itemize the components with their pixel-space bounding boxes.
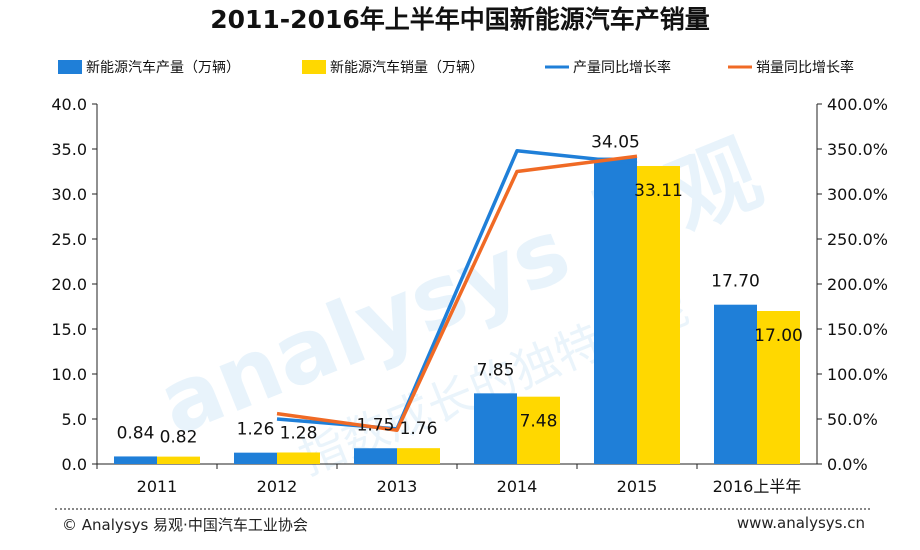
footer-divider: [55, 508, 870, 510]
footer: © Analysys 易观·中国汽车工业协会 www.analysys.cn: [0, 508, 920, 550]
bars: [114, 157, 800, 465]
bar: [234, 452, 277, 464]
bar: [157, 456, 200, 464]
legend: 新能源汽车产量（万辆） 新能源汽车销量（万辆） 产量同比增长率 销量同比增长率: [58, 59, 854, 76]
bar: [714, 304, 757, 464]
y-tick-label-left: 5.0: [62, 410, 87, 429]
legend-label: 新能源汽车产量（万辆）: [86, 59, 240, 76]
bar: [474, 393, 517, 464]
y-tick-label-left: 20.0: [51, 275, 87, 294]
y-tick-label-right: 50.0%: [827, 410, 878, 429]
data-label: 34.05: [591, 133, 640, 153]
y-tick-label-right: 300.0%: [827, 185, 888, 204]
y-tick-label-right: 400.0%: [827, 95, 888, 114]
data-label: 1.26: [237, 420, 275, 440]
bar: [594, 157, 637, 465]
y-tick-label-right: 150.0%: [827, 320, 888, 339]
x-tick-label: 2013: [377, 477, 418, 496]
y-tick-label-right: 250.0%: [827, 230, 888, 249]
data-label: 7.85: [477, 360, 515, 380]
bar: [354, 448, 397, 464]
y-tick-label-left: 0.0: [62, 455, 87, 474]
source-note: © Analysys 易观·中国汽车工业协会: [62, 516, 308, 534]
axes: 0.0 5.0 10.0 15.0 20.0 25.0 30.0 35.0 40.0 0.0% 50…: [51, 95, 888, 496]
bar: [757, 311, 800, 464]
y-tick-label-right: 100.0%: [827, 365, 888, 384]
data-labels: 0.84 1.26 1.75 7.85 34.05 17.70 0.82 1.28 1.76 7.…: [117, 133, 803, 448]
bar: [517, 396, 560, 464]
x-tick-label: 2015: [617, 477, 658, 496]
chart-title: 2011-2016年上半年中国新能源汽车产销量: [210, 5, 710, 34]
y-tick-label-left: 40.0: [51, 95, 87, 114]
y-tick-label-left: 35.0: [51, 140, 87, 159]
bar: [637, 166, 680, 464]
x-tick-label: 2012: [257, 477, 298, 496]
y-tick-label-left: 25.0: [51, 230, 87, 249]
x-tick-label: 2011: [137, 477, 178, 496]
x-tick-label: 2014: [497, 477, 538, 496]
data-label: 1.75: [357, 415, 395, 435]
data-label: 17.00: [754, 326, 803, 346]
series-line: [276, 149, 638, 431]
y-tick-label-left: 30.0: [51, 185, 87, 204]
y-tick-label-right: 200.0%: [827, 275, 888, 294]
bar: [277, 452, 320, 464]
y-tick-label-right: 0.0%: [827, 455, 868, 474]
data-label: 33.11: [634, 181, 683, 201]
data-label: 0.84: [117, 423, 155, 443]
legend-swatch: [302, 60, 326, 74]
data-label: 7.48: [520, 412, 558, 432]
y-tick-label-left: 10.0: [51, 365, 87, 384]
bar: [397, 448, 440, 464]
data-label: 17.70: [711, 272, 760, 292]
website-url: www.analysys.cn: [736, 514, 865, 532]
y-tick-label-left: 15.0: [51, 320, 87, 339]
lines: [276, 149, 638, 432]
data-label: 1.28: [280, 423, 318, 443]
series-line: [276, 154, 638, 432]
data-label: 1.76: [400, 419, 438, 439]
legend-label: 销量同比增长率: [756, 59, 854, 76]
y-tick-label-right: 350.0%: [827, 140, 888, 159]
legend-label: 新能源汽车销量（万辆）: [330, 59, 484, 76]
data-label: 0.82: [160, 428, 198, 448]
legend-label: 产量同比增长率: [573, 59, 671, 76]
bar: [114, 456, 157, 464]
x-tick-label: 2016上半年: [713, 477, 802, 496]
legend-swatch: [58, 60, 82, 74]
